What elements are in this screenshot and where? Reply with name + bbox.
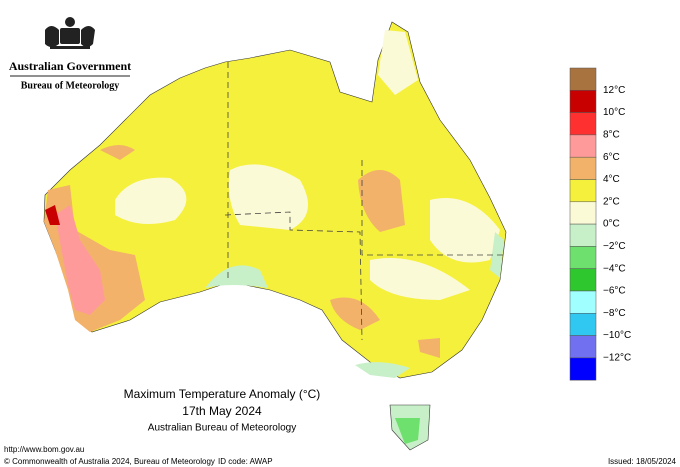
legend-swatch — [569, 313, 597, 336]
legend-label: 12°C — [603, 85, 625, 96]
legend-swatch — [569, 179, 597, 203]
legend-label: −8°C — [603, 308, 626, 319]
legend-label: 6°C — [603, 152, 620, 163]
legend-label: −2°C — [603, 241, 626, 252]
footer-id: ID code: AWAP — [218, 457, 273, 466]
legend-swatch — [569, 290, 597, 314]
legend-swatch — [569, 223, 597, 247]
legend-swatch — [569, 90, 597, 113]
legend-swatch — [569, 335, 597, 359]
crest — [45, 17, 95, 49]
legend-label: 8°C — [603, 130, 620, 141]
legend-swatch — [569, 112, 597, 136]
government: Australian Government — [9, 59, 131, 73]
legend-swatch — [569, 357, 597, 381]
legend-label: 4°C — [603, 174, 620, 185]
footer-url: http://www.bom.gov.au — [4, 445, 84, 454]
map-source: Australian Bureau of Meteorology — [148, 423, 296, 434]
legend-swatch — [569, 201, 597, 225]
australia-map — [43, 21, 507, 451]
legend-label: 2°C — [603, 196, 620, 207]
map-date: 17th May 2024 — [182, 404, 262, 418]
legend-label: −4°C — [603, 263, 626, 274]
legend-label: −6°C — [603, 286, 626, 297]
legend-swatch — [569, 268, 597, 292]
legend-label: −10°C — [603, 330, 631, 341]
footer-issued: Issued: 18/05/2024 — [608, 457, 677, 466]
legend-swatch — [569, 156, 597, 180]
agency: Bureau of Meteorology — [21, 80, 120, 91]
map-title: Maximum Temperature Anomaly (°C) — [124, 387, 321, 401]
legend-label: −12°C — [603, 353, 631, 364]
legend-label: 0°C — [603, 219, 620, 230]
legend-label: 10°C — [603, 107, 625, 118]
footer-copyright: © Commonwealth of Australia 2024, Bureau… — [4, 457, 215, 466]
legend-swatch — [569, 67, 597, 91]
legend-swatch — [569, 246, 597, 269]
legend-swatch — [569, 134, 597, 158]
legend: 12°C 10°C 8°C 6°C 4°C 2°C 0°C −2°C −4°C −6°C −8°C −… — [569, 67, 631, 381]
